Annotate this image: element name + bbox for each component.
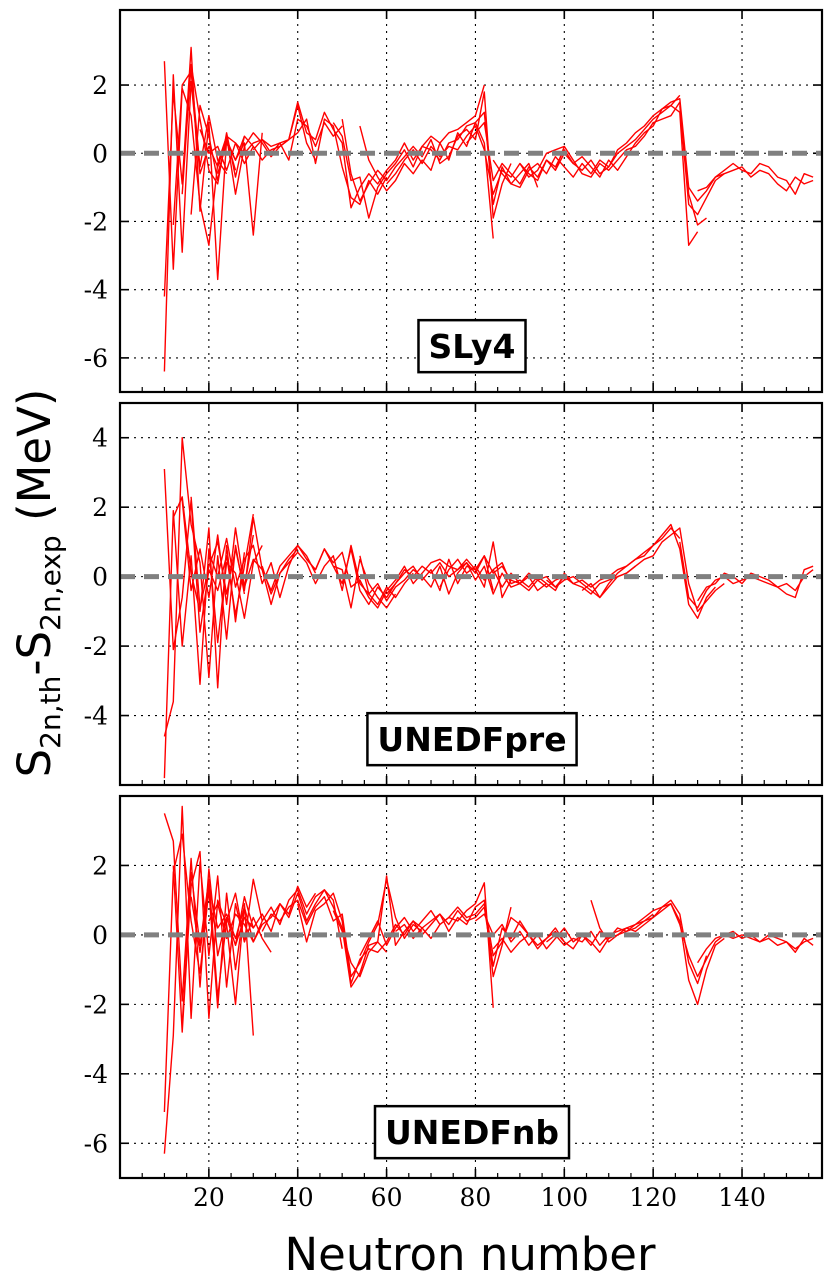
panel-sly4: 2 0 -2 -4 -6 SLy4 <box>84 8 824 394</box>
panel-label: UNEDFnb <box>385 1113 559 1152</box>
x-tick-label: 120 <box>629 1183 677 1212</box>
panel-frame <box>118 794 824 1180</box>
y-tick-label: -2 <box>84 990 108 1019</box>
y-axis-title-dash: -S <box>8 631 61 676</box>
series-line <box>670 903 814 978</box>
x-tick-label: 140 <box>718 1183 766 1212</box>
series-group <box>163 46 814 372</box>
series-line <box>172 70 228 225</box>
series-line <box>546 523 716 619</box>
x-tick-label: 60 <box>371 1183 403 1212</box>
panel-label: UNEDFpre <box>377 720 566 759</box>
y-axis-title: S2n,th-S2n,exp (MeV) <box>8 389 67 778</box>
series-line <box>697 934 814 964</box>
y-tick-label: -4 <box>84 276 108 305</box>
series-line <box>466 94 681 185</box>
panel-frame <box>118 401 824 787</box>
series-line <box>581 527 725 613</box>
series-line <box>181 63 246 195</box>
series-line <box>359 555 547 602</box>
series-line <box>163 437 246 737</box>
series-line <box>697 162 814 195</box>
series-line <box>554 97 725 202</box>
y-tick-label: 2 <box>92 851 108 880</box>
series-line <box>332 121 494 239</box>
y-tick-label: 0 <box>92 921 108 950</box>
series-line <box>341 91 512 219</box>
x-tick-label: 40 <box>282 1183 314 1212</box>
y-axis-title-sub2: 2n,exp <box>34 535 67 631</box>
y-tick-label: -2 <box>84 207 108 236</box>
series-line <box>234 889 388 988</box>
series-line <box>163 74 263 372</box>
series-line <box>261 878 423 978</box>
y-tick-label: 2 <box>92 71 108 100</box>
panel-label-box <box>417 318 527 374</box>
series-line <box>172 496 246 689</box>
series-line <box>252 84 485 209</box>
y-axis-title-unit: (MeV) <box>8 389 61 536</box>
series-line <box>163 46 237 297</box>
y-tick-label: -2 <box>84 632 108 661</box>
series-line <box>386 555 574 595</box>
series-group <box>163 805 814 1154</box>
series-line <box>359 111 539 206</box>
series-line <box>546 899 708 985</box>
x-tick-label: 80 <box>460 1183 492 1212</box>
x-axis-title: Neutron number <box>284 1228 656 1281</box>
y-tick-label: 2 <box>92 493 108 522</box>
panel-unedfpre: 4 2 0 -2 -4 UNEDFpre <box>84 401 824 787</box>
y-tick-label: 0 <box>92 139 108 168</box>
series-line <box>519 101 707 226</box>
series-line <box>590 899 725 1006</box>
series-line <box>395 906 565 967</box>
series-line <box>359 903 530 957</box>
panel-frame <box>118 8 824 394</box>
x-tick-label: 100 <box>540 1183 588 1212</box>
y-tick-label: -4 <box>84 1060 108 1089</box>
y-tick-label: -4 <box>84 702 108 731</box>
panel-label-box <box>366 711 578 767</box>
series-line <box>217 118 388 206</box>
y-axis-title-sub1: 2n,th <box>34 676 67 749</box>
x-tick-label: 20 <box>193 1183 225 1212</box>
series-line <box>492 903 672 953</box>
y-tick-label: 0 <box>92 563 108 592</box>
y-tick-label: -6 <box>84 344 108 373</box>
y-axis-title-main: S <box>8 749 61 778</box>
series-line <box>332 541 512 606</box>
series-group <box>163 437 814 779</box>
panel-label: SLy4 <box>428 327 515 366</box>
panel-label-box <box>373 1104 571 1160</box>
y-tick-label: -6 <box>84 1129 108 1158</box>
y-tick-label: 4 <box>92 424 108 453</box>
series-line <box>297 882 494 1008</box>
